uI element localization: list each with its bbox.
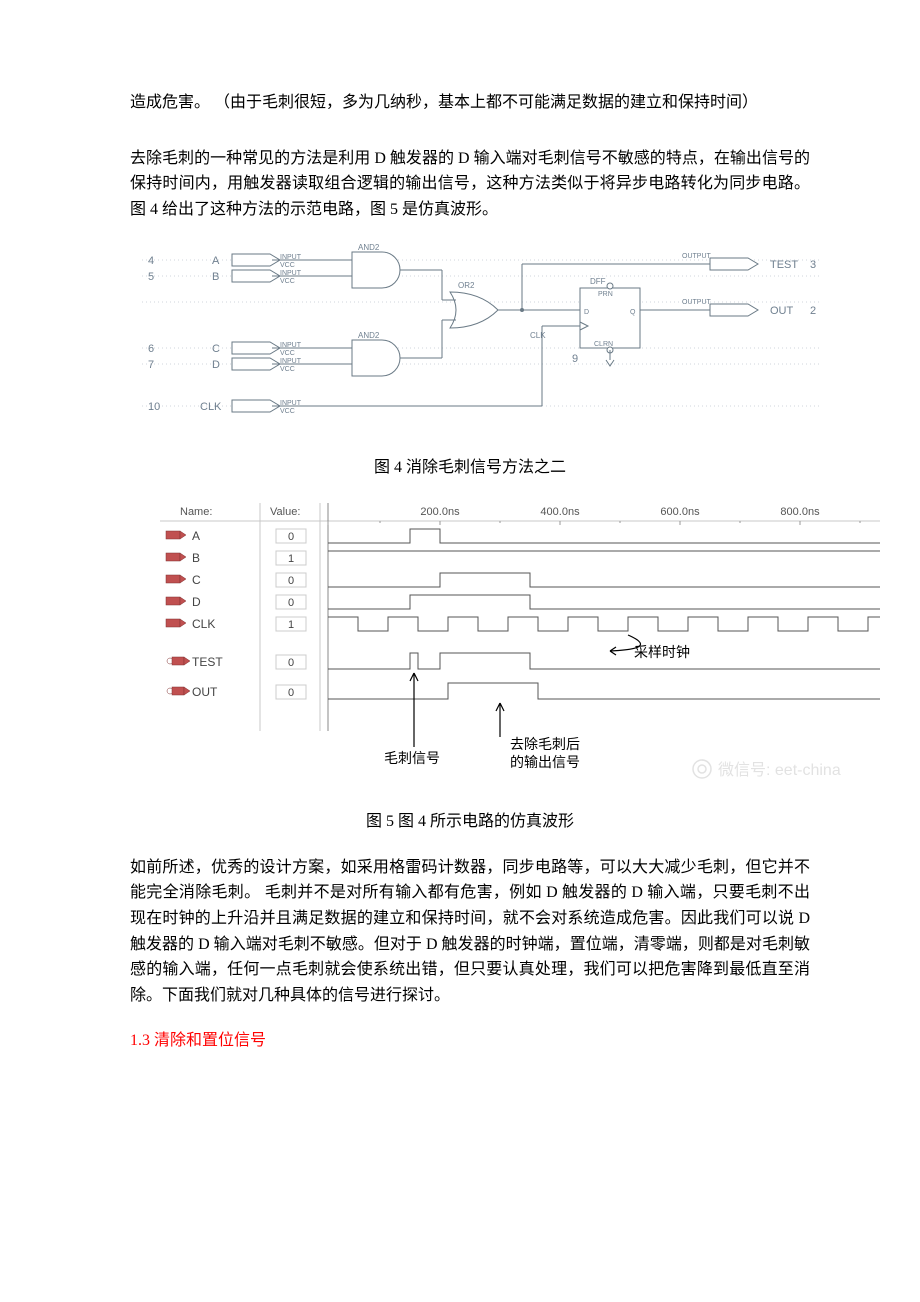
svg-text:VCC: VCC xyxy=(280,262,295,269)
watermark: 微信号: eet-china xyxy=(693,760,841,779)
header-name: Name: xyxy=(180,506,212,518)
waveform-svg: Name: Value: 200.0ns 400.0ns 600.0ns 800… xyxy=(160,501,880,797)
label-d: D xyxy=(212,359,220,371)
output-pad-out: OUTPUT OUT 2 xyxy=(682,299,816,317)
svg-text:D: D xyxy=(192,595,201,609)
svg-text:OUT: OUT xyxy=(770,305,794,317)
header-value: Value: xyxy=(270,506,300,518)
svg-text:200.0ns: 200.0ns xyxy=(420,506,460,518)
svg-text:400.0ns: 400.0ns xyxy=(540,506,580,518)
svg-text:0: 0 xyxy=(288,575,294,587)
svg-text:600.0ns: 600.0ns xyxy=(660,506,700,518)
svg-text:B: B xyxy=(192,551,200,565)
annotation-sample-clock: 采样时钟 xyxy=(610,635,690,661)
and-gate-2: AND2 xyxy=(310,331,442,376)
svg-text:OR2: OR2 xyxy=(458,281,475,290)
svg-text:采样时钟: 采样时钟 xyxy=(634,644,690,661)
clk-net-label: CLK xyxy=(530,331,546,340)
label-clk: CLK xyxy=(200,401,222,413)
svg-text:去除毛刺后: 去除毛刺后 xyxy=(510,737,580,753)
svg-text:VCC: VCC xyxy=(280,408,295,415)
svg-text:3: 3 xyxy=(810,259,816,271)
section-1-3-heading: 1.3 清除和置位信号 xyxy=(130,1028,810,1054)
svg-text:1: 1 xyxy=(288,619,294,631)
svg-text:VCC: VCC xyxy=(280,350,295,357)
svg-text:0: 0 xyxy=(288,531,294,543)
paragraph-2: 去除毛刺的一种常见的方法是利用 D 触发器的 D 输入端对毛刺信号不敏感的特点，… xyxy=(130,146,810,223)
svg-text:TEST: TEST xyxy=(770,259,798,271)
svg-text:CLK: CLK xyxy=(192,617,215,631)
annotation-after-glitch: 去除毛刺后 的输出信号 xyxy=(496,703,580,771)
input-pad-a: INPUT VCC xyxy=(232,254,310,269)
svg-text:TEST: TEST xyxy=(192,655,223,669)
label-a: A xyxy=(212,255,220,267)
and-gate-1: AND2 xyxy=(310,243,442,288)
label-b: B xyxy=(212,271,219,283)
svg-text:2: 2 xyxy=(810,305,816,317)
svg-text:Q: Q xyxy=(630,309,636,316)
signal-icon-out xyxy=(167,657,190,695)
or-gate: OR2 xyxy=(442,270,562,358)
row-idx-10: 10 xyxy=(148,401,160,413)
svg-text:1: 1 xyxy=(288,553,294,565)
svg-text:C: C xyxy=(192,573,201,587)
svg-text:VCC: VCC xyxy=(280,366,295,373)
svg-text:微信号: eet-china: 微信号: eet-china xyxy=(718,761,841,779)
figure-4-caption: 图 4 消除毛刺信号方法之二 xyxy=(130,455,810,481)
input-pad-clk: INPUT VCC xyxy=(232,400,310,415)
input-pad-c: INPUT VCC xyxy=(232,342,310,357)
paragraph-1: 造成危害。 （由于毛刺很短，多为几纳秒，基本上都不可能满足数据的建立和保持时间） xyxy=(130,90,810,116)
row-idx-4: 4 xyxy=(148,255,154,267)
svg-text:AND2: AND2 xyxy=(358,243,380,252)
svg-text:VCC: VCC xyxy=(280,278,295,285)
signal-icon-in xyxy=(166,531,186,627)
svg-text:A: A xyxy=(192,529,200,543)
circuit-svg: 4 5 6 7 10 A B C D CLK INPUT VCC INPUT V… xyxy=(142,242,822,432)
annotation-glitch: 毛刺信号 xyxy=(384,673,440,767)
row-idx-7: 7 xyxy=(148,359,154,371)
figure-5-waveform: Name: Value: 200.0ns 400.0ns 600.0ns 800… xyxy=(160,501,880,806)
figure-5-caption: 图 5 图 4 所示电路的仿真波形 xyxy=(130,809,810,835)
svg-text:9: 9 xyxy=(572,353,578,365)
d-flip-flop: DFF PRN D Q CLRN 9 xyxy=(562,277,682,366)
svg-text:OUTPUT: OUTPUT xyxy=(682,253,712,260)
input-pad-b: INPUT VCC xyxy=(232,270,310,285)
row-idx-6: 6 xyxy=(148,343,154,355)
input-pad-d: INPUT VCC xyxy=(232,358,310,373)
svg-text:的输出信号: 的输出信号 xyxy=(510,755,580,771)
figure-4-circuit: 4 5 6 7 10 A B C D CLK INPUT VCC INPUT V… xyxy=(142,242,822,441)
svg-text:OUT: OUT xyxy=(192,685,218,699)
svg-text:DFF: DFF xyxy=(590,277,606,286)
svg-text:AND2: AND2 xyxy=(358,331,380,340)
document-page: 造成危害。 （由于毛刺很短，多为几纳秒，基本上都不可能满足数据的建立和保持时间）… xyxy=(0,0,920,1160)
output-pad-test: OUTPUT TEST 3 xyxy=(682,253,816,271)
svg-text:0: 0 xyxy=(288,657,294,669)
svg-text:0: 0 xyxy=(288,687,294,699)
row-idx-5: 5 xyxy=(148,271,154,283)
svg-text:OUTPUT: OUTPUT xyxy=(682,299,712,306)
svg-text:0: 0 xyxy=(288,597,294,609)
svg-text:D: D xyxy=(584,309,589,316)
svg-text:PRN: PRN xyxy=(598,291,613,298)
label-c: C xyxy=(212,343,220,355)
svg-text:毛刺信号: 毛刺信号 xyxy=(384,751,440,767)
svg-text:800.0ns: 800.0ns xyxy=(780,506,820,518)
paragraph-3: 如前所述，优秀的设计方案，如采用格雷码计数器，同步电路等，可以大大减少毛刺，但它… xyxy=(130,855,810,1009)
